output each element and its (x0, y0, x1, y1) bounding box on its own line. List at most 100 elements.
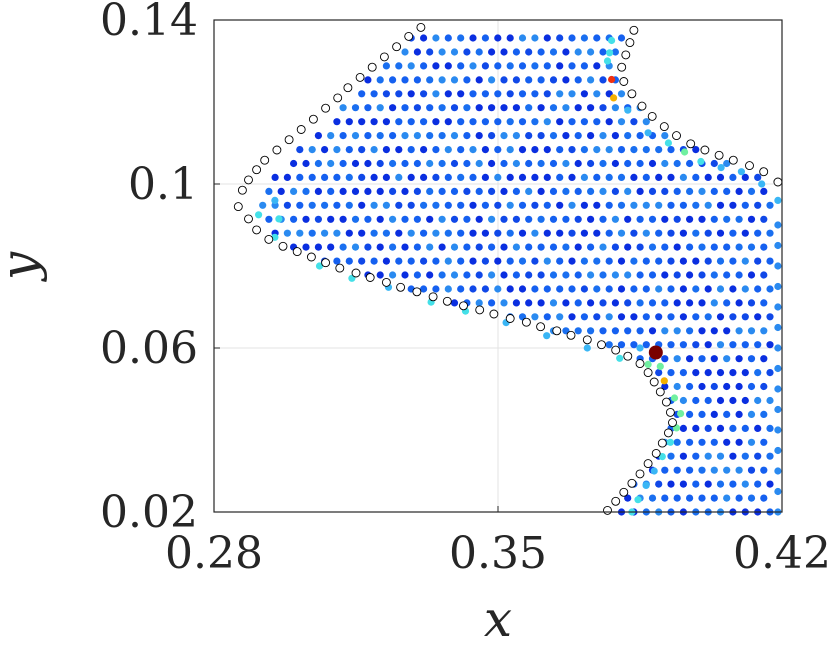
interior-point (376, 104, 384, 112)
interior-point (494, 62, 502, 70)
boundary-point (321, 103, 331, 113)
interior-point (679, 341, 688, 349)
interior-point (556, 313, 564, 321)
interior-point (580, 201, 589, 209)
boundary-point (597, 340, 606, 350)
interior-point (537, 48, 545, 56)
interior-point (716, 173, 725, 181)
interior-point (774, 344, 782, 352)
interior-point (420, 285, 428, 293)
interior-point (624, 327, 632, 335)
interior-point (766, 201, 774, 209)
interior-point (488, 271, 496, 279)
interior-point (774, 467, 782, 475)
interior-point (475, 243, 483, 251)
interior-point (667, 257, 675, 265)
interior-point (315, 262, 324, 270)
interior-point (457, 173, 465, 181)
interior-point (475, 48, 483, 56)
interior-point (747, 243, 756, 251)
interior-point (327, 187, 335, 195)
boundary-point (635, 469, 645, 479)
interior-point (543, 229, 551, 237)
interior-point (500, 299, 508, 307)
interior-point (370, 146, 378, 154)
interior-point (389, 243, 397, 251)
interior-point (710, 438, 718, 446)
interior-point (562, 76, 570, 84)
interior-point (605, 285, 613, 293)
boundary-point (566, 330, 576, 340)
interior-point (574, 104, 582, 112)
interior-point (494, 118, 502, 126)
interior-point (698, 327, 706, 335)
interior-point (450, 299, 459, 307)
interior-point (716, 257, 725, 265)
interior-point (457, 90, 465, 98)
interior-point (512, 48, 521, 56)
interior-point (605, 201, 613, 209)
boundary-point (381, 277, 391, 287)
interior-point (716, 341, 725, 349)
interior-point (457, 62, 465, 70)
interior-point (413, 187, 421, 195)
boundary-point (335, 263, 345, 273)
y-axis-label: y (0, 251, 48, 282)
interior-point (723, 382, 731, 391)
interior-point (500, 271, 508, 279)
interior-point (692, 341, 700, 349)
boundary-point (603, 505, 612, 515)
boundary-point (619, 487, 629, 497)
interior-point (686, 382, 694, 391)
boundary-point (321, 258, 331, 268)
interior-point (364, 132, 372, 140)
interior-point (512, 132, 521, 140)
boundary-point (392, 42, 402, 52)
interior-point (692, 424, 700, 432)
interior-point (444, 229, 452, 237)
interior-point (698, 382, 706, 391)
interior-point (686, 494, 694, 502)
interior-point (345, 146, 353, 154)
interior-point (327, 159, 335, 168)
boundary-point (396, 282, 406, 292)
interior-point (518, 285, 527, 293)
interior-point (661, 382, 669, 391)
interior-point (556, 118, 564, 126)
interior-point (531, 285, 539, 293)
interior-point (630, 173, 638, 181)
interior-point (463, 243, 471, 251)
interior-point (747, 494, 756, 502)
interior-point (587, 159, 595, 168)
interior-point (735, 382, 743, 391)
interior-point (710, 382, 718, 391)
y-tick-label: 0.1 (128, 159, 198, 210)
interior-point (679, 257, 688, 265)
boundary-point (759, 167, 769, 177)
interior-point (364, 243, 372, 251)
boundary-point (306, 252, 316, 262)
boundary-point (333, 93, 343, 103)
boundary-point (475, 305, 485, 315)
interior-point (364, 159, 372, 168)
interior-point (339, 215, 347, 223)
interior-point (760, 355, 768, 363)
interior-point (327, 215, 335, 223)
interior-point (438, 159, 446, 168)
interior-point (382, 146, 390, 154)
interior-point (593, 313, 601, 321)
interior-point (345, 229, 353, 237)
interior-point (327, 243, 335, 251)
interior-point (667, 146, 675, 154)
interior-point (407, 90, 415, 98)
interior-point (667, 229, 675, 237)
interior-point (698, 410, 706, 418)
interior-point (376, 76, 384, 84)
interior-point (636, 243, 644, 251)
interior-point (737, 168, 746, 176)
interior-point (673, 271, 681, 279)
interior-point (321, 146, 329, 154)
interior-point (605, 341, 613, 349)
interior-point (345, 173, 353, 181)
interior-point (723, 327, 731, 335)
